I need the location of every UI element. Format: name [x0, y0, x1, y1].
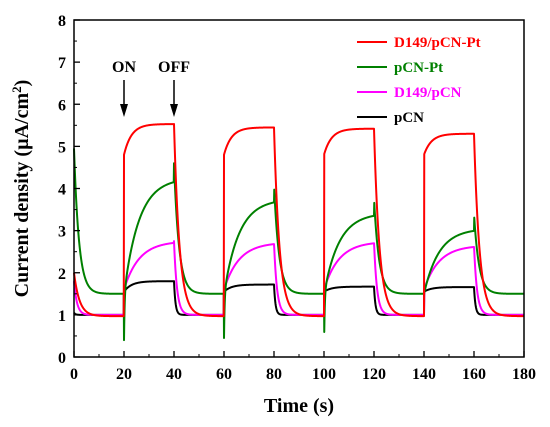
x-tick-label: 180: [512, 366, 536, 383]
y-tick-label: 3: [58, 224, 66, 241]
annotation-arrow-head: [170, 104, 178, 117]
y-tick-label: 5: [58, 139, 66, 156]
x-tick-label: 120: [362, 366, 386, 383]
x-tick-label: 160: [462, 366, 486, 383]
legend-label: D149/pCN: [394, 85, 462, 101]
y-tick-label: 2: [58, 266, 66, 283]
x-tick-label: 40: [166, 366, 182, 383]
x-tick-label: 140: [412, 366, 436, 383]
plot-frame: [73, 19, 525, 358]
y-tick-label: 0: [58, 350, 66, 367]
series-line: [73, 123, 525, 318]
y-tick-label: 6: [58, 97, 66, 114]
x-tick-label: 60: [216, 366, 232, 383]
series-curves: [73, 123, 525, 342]
series-line: [73, 240, 525, 316]
legend-label: pCN-Pt: [394, 60, 443, 76]
y-tick-label: 7: [58, 55, 66, 72]
on-off-annotations: ON OFF: [112, 59, 190, 117]
annotation-label: OFF: [158, 59, 190, 76]
axis-ticks: 0 20 40 60 80 100 120 140 160 180 0 1 2 3 4 5 6 7 8: [58, 13, 536, 383]
legend-label: D149/pCN-Pt: [394, 35, 481, 51]
annotation-arrow-head: [120, 104, 128, 117]
x-tick-label: 0: [70, 366, 78, 383]
y-tick-label: 8: [58, 13, 66, 30]
y-tick-label: 4: [58, 182, 66, 199]
series-line: [73, 148, 525, 342]
legend-label: pCN: [394, 110, 424, 126]
annotation-label: ON: [112, 59, 136, 76]
legend: D149/pCN-Pt pCN-Pt D149/pCN pCN: [357, 35, 481, 126]
x-tick-label: 80: [266, 366, 282, 383]
series-line: [73, 280, 525, 316]
y-tick-label: 1: [58, 308, 66, 325]
x-tick-label: 100: [312, 366, 336, 383]
x-axis-title: Time (s): [264, 395, 334, 417]
x-tick-label: 20: [116, 366, 132, 383]
y-axis-title: Current density (µA/cm2): [9, 80, 34, 298]
